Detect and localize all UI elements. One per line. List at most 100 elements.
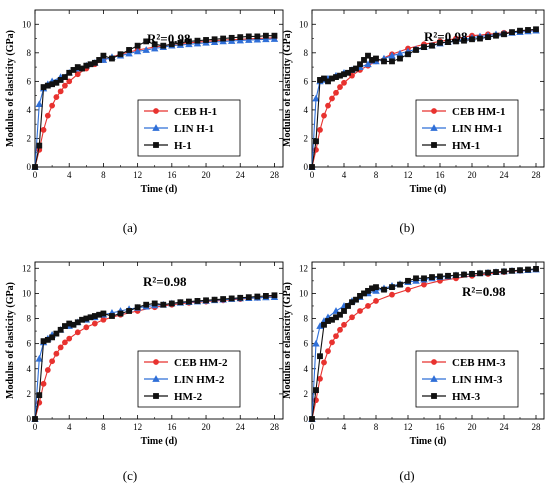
plot-frame bbox=[311, 9, 545, 168]
legend-label: HM-1 bbox=[452, 140, 480, 152]
data-point bbox=[245, 294, 252, 301]
legend-marker bbox=[152, 375, 160, 382]
data-point bbox=[509, 267, 515, 274]
x-tick-label: 20 bbox=[202, 422, 212, 432]
legend: CEB HM-3 LIN HM-3 HM-3 bbox=[415, 350, 519, 408]
y-tick-label: 0 bbox=[27, 162, 32, 172]
data-point bbox=[36, 392, 43, 399]
data-point bbox=[62, 74, 68, 80]
y-tick-label: 12 bbox=[299, 263, 308, 273]
panel-label: (c) bbox=[123, 468, 137, 483]
x-tick-label: 8 bbox=[374, 422, 379, 432]
data-point bbox=[389, 284, 395, 291]
y-tick-label: 6 bbox=[27, 76, 32, 86]
data-point bbox=[397, 281, 403, 288]
y-tick-label: 10 bbox=[22, 19, 32, 29]
data-point bbox=[237, 34, 244, 41]
data-point bbox=[228, 34, 235, 41]
data-point bbox=[262, 293, 269, 299]
data-point bbox=[329, 95, 335, 102]
x-tick-label: 8 bbox=[101, 170, 106, 180]
y-tick-label: 2 bbox=[27, 133, 32, 143]
data-point bbox=[44, 112, 51, 119]
r-squared-annotation: R²=0.98 bbox=[462, 284, 506, 299]
plot-frame bbox=[34, 9, 284, 168]
data-point bbox=[126, 308, 132, 314]
data-point bbox=[533, 26, 539, 33]
y-tick-label: 2 bbox=[27, 389, 32, 399]
data-point bbox=[57, 344, 64, 351]
x-tick-label: 12 bbox=[133, 422, 142, 432]
data-point bbox=[142, 46, 150, 53]
legend: CEB H-1 LIN H-1 H-1 bbox=[137, 99, 241, 157]
y-axis-label: Modulus of elasticity (GPa) bbox=[5, 30, 16, 147]
data-point bbox=[389, 58, 395, 65]
data-point bbox=[405, 277, 411, 284]
x-tick-label: 0 bbox=[33, 422, 38, 432]
x-tick-label: 0 bbox=[33, 170, 38, 180]
x-tick-label: 4 bbox=[67, 170, 72, 180]
data-point bbox=[271, 32, 278, 39]
data-point bbox=[337, 311, 343, 318]
x-tick-label: 12 bbox=[404, 422, 413, 432]
y-tick-label: 6 bbox=[304, 76, 309, 86]
data-point bbox=[325, 348, 331, 355]
r-squared-annotation: R²=0.98 bbox=[147, 31, 191, 46]
data-point bbox=[91, 320, 98, 327]
data-point bbox=[317, 353, 323, 360]
data-point bbox=[525, 266, 531, 273]
data-point bbox=[126, 47, 132, 53]
data-point bbox=[96, 57, 103, 63]
legend: CEB HM-1 LIN HM-1 HM-1 bbox=[415, 99, 519, 157]
data-point bbox=[32, 416, 38, 422]
data-point bbox=[211, 296, 218, 303]
legend-label: LIN H-1 bbox=[174, 123, 214, 135]
data-point bbox=[312, 94, 320, 102]
data-point bbox=[245, 33, 252, 40]
data-point bbox=[151, 44, 159, 52]
data-point bbox=[109, 313, 115, 319]
data-point bbox=[203, 37, 209, 43]
data-point bbox=[194, 37, 201, 44]
data-point bbox=[509, 29, 515, 36]
data-point bbox=[53, 330, 60, 337]
data-point bbox=[151, 300, 158, 307]
data-point bbox=[62, 339, 68, 346]
y-tick-label: 2 bbox=[304, 389, 309, 399]
data-point bbox=[62, 82, 68, 89]
data-point bbox=[40, 380, 47, 387]
panel-label: (d) bbox=[399, 468, 414, 483]
data-point bbox=[168, 300, 175, 307]
x-tick-label: 4 bbox=[342, 170, 347, 180]
legend-label: CEB HM-3 bbox=[452, 357, 506, 369]
plot-frame bbox=[311, 261, 545, 420]
data-point bbox=[66, 335, 73, 342]
x-axis-label: Time (d) bbox=[141, 184, 178, 195]
data-point bbox=[203, 297, 209, 304]
data-point bbox=[237, 294, 244, 301]
data-point bbox=[270, 35, 279, 42]
y-tick-label: 4 bbox=[304, 364, 309, 374]
data-point bbox=[100, 310, 107, 317]
legend-label: CEB H-1 bbox=[174, 106, 217, 118]
x-tick-label: 28 bbox=[270, 170, 280, 180]
data-point bbox=[349, 314, 355, 321]
legend-label: HM-3 bbox=[452, 391, 481, 403]
data-point bbox=[168, 41, 175, 48]
data-point bbox=[313, 138, 319, 145]
data-point bbox=[429, 274, 435, 280]
data-point bbox=[83, 324, 90, 331]
data-point bbox=[57, 88, 64, 95]
data-point bbox=[36, 142, 43, 149]
data-point bbox=[429, 42, 435, 49]
data-point bbox=[74, 329, 81, 336]
data-point bbox=[236, 36, 244, 44]
plot-frame bbox=[34, 261, 284, 420]
data-point bbox=[186, 298, 192, 305]
data-point bbox=[525, 27, 531, 33]
data-point bbox=[493, 269, 499, 275]
data-point bbox=[361, 57, 367, 63]
data-point bbox=[313, 387, 319, 394]
